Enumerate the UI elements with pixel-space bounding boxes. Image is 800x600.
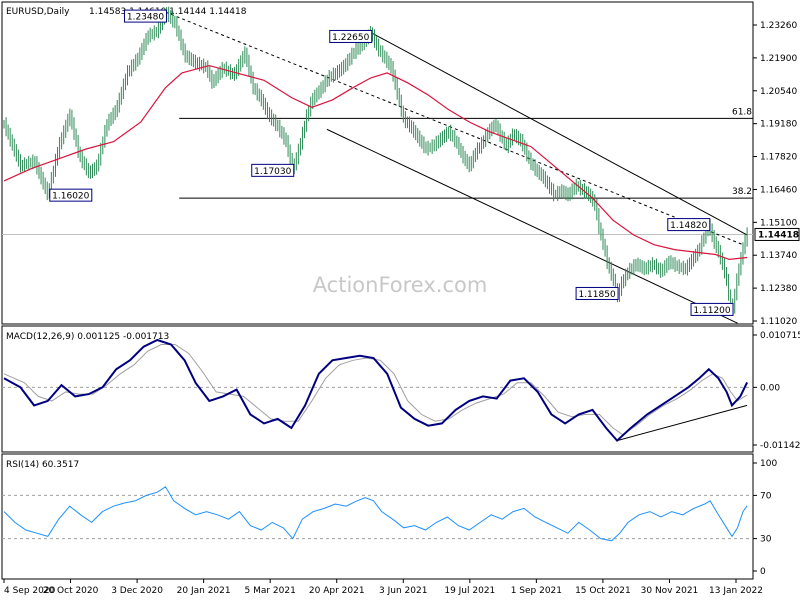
level-label-box: [667, 218, 711, 232]
price-tick-label: 1.20540: [760, 87, 797, 97]
macd-tick-label: 0.00: [760, 383, 780, 393]
time-tick-label: 20 Apr 2021: [309, 586, 365, 596]
level-label-box: [690, 302, 734, 316]
macd-axis: 0.010715 0.00 -0.011424: [753, 331, 800, 451]
time-tick-label: 3 Dec 2020: [111, 586, 163, 596]
price-pane-frame: [1, 1, 754, 325]
time-tick-label: 13 Jan 2022: [709, 586, 763, 596]
level-label: 1.11850: [578, 290, 615, 300]
price-header-ohlc: 1.14583 1.14610 1.14144 1.14418: [89, 7, 247, 17]
price-tick-label: 1.12380: [760, 284, 797, 294]
sma-line: [3, 64, 748, 261]
time-tick-label: 20 Oct 2020: [43, 586, 99, 596]
rsi-tick-label: 70: [760, 491, 772, 501]
level-label: 1.17030: [254, 167, 291, 177]
level-label: 1.16020: [52, 192, 89, 202]
macd-tick-label: 0.010715: [760, 331, 800, 341]
rsi-tick-label: 30: [760, 535, 772, 545]
macd-signal-line: [3, 344, 748, 436]
price-tick-label: 1.13740: [760, 251, 797, 261]
price-header-symbol: EURUSD,Daily: [6, 7, 70, 17]
price-plot: 61.8 38.2: [2, 6, 753, 324]
level-label: 1.22650: [332, 33, 369, 43]
rsi-pane-frame: [1, 453, 754, 580]
level-label-box: [329, 29, 373, 43]
rsi-tick-label: 0: [760, 567, 766, 577]
time-tick-label: 5 Mar 2021: [245, 586, 296, 596]
level-label-box: [49, 188, 93, 202]
macd-title: MACD(12,26,9) 0.001125 -0.001713: [6, 332, 169, 342]
macd-pane-frame: [1, 325, 754, 453]
level-label-box: [251, 163, 295, 177]
fib-label-61-8: 61.8: [732, 107, 752, 117]
price-tick-label: 1.23260: [760, 21, 797, 31]
price-axis: 1.23260 1.21900 1.20540 1.19180 1.17820 1.164…: [753, 21, 800, 327]
macd-tick-label: -0.011424: [760, 441, 800, 451]
time-tick-label: 1 Sep 2021: [511, 586, 562, 596]
level-label-box: [575, 286, 619, 300]
time-tick-label: 20 Jan 2021: [177, 586, 231, 596]
macd-plot: [2, 338, 753, 443]
time-tick-label: 15 Oct 2021: [575, 586, 631, 596]
last-price-label: 1.14418: [758, 230, 799, 240]
time-tick-label: 3 Jun 2021: [379, 586, 427, 596]
time-tick-label: 19 Jul 2021: [444, 586, 495, 596]
fib-label-38-2: 38.2: [732, 187, 752, 197]
watermark: ActionForex.com: [313, 273, 488, 297]
price-tick-label: 1.21900: [760, 54, 797, 64]
level-label: 1.23480: [127, 13, 164, 23]
price-tick-label: 1.15100: [760, 218, 797, 228]
level-label: 1.14820: [670, 221, 707, 231]
time-tick-label: 4 Sep 2020: [4, 586, 56, 596]
channel-line-3: [326, 128, 738, 324]
rsi-title: RSI(14) 60.3517: [6, 460, 79, 470]
price-tick-label: 1.19180: [760, 120, 797, 130]
channel-line-2: [370, 32, 748, 236]
rsi-line: [3, 486, 748, 542]
last-price-box: [754, 227, 800, 241]
level-label: 1.11200: [693, 306, 730, 316]
time-tick-label: 30 Nov 2021: [641, 586, 699, 596]
rsi-plot: [2, 486, 753, 542]
macd-line: [3, 338, 748, 443]
price-annotations: 1.23480 1.22650 1.17030 1.16020 1.14820 1.118…: [49, 9, 734, 316]
macd-trendline: [616, 404, 748, 442]
rsi-tick-label: 100: [760, 459, 777, 469]
level-label-box: [123, 9, 167, 23]
rsi-axis: 100 70 30 0: [753, 459, 777, 577]
price-tick-label: 1.16460: [760, 185, 797, 195]
channel-line-1: [165, 11, 744, 246]
price-tick-label: 1.17820: [760, 153, 797, 163]
price-tick-label: 1.11020: [760, 317, 797, 327]
